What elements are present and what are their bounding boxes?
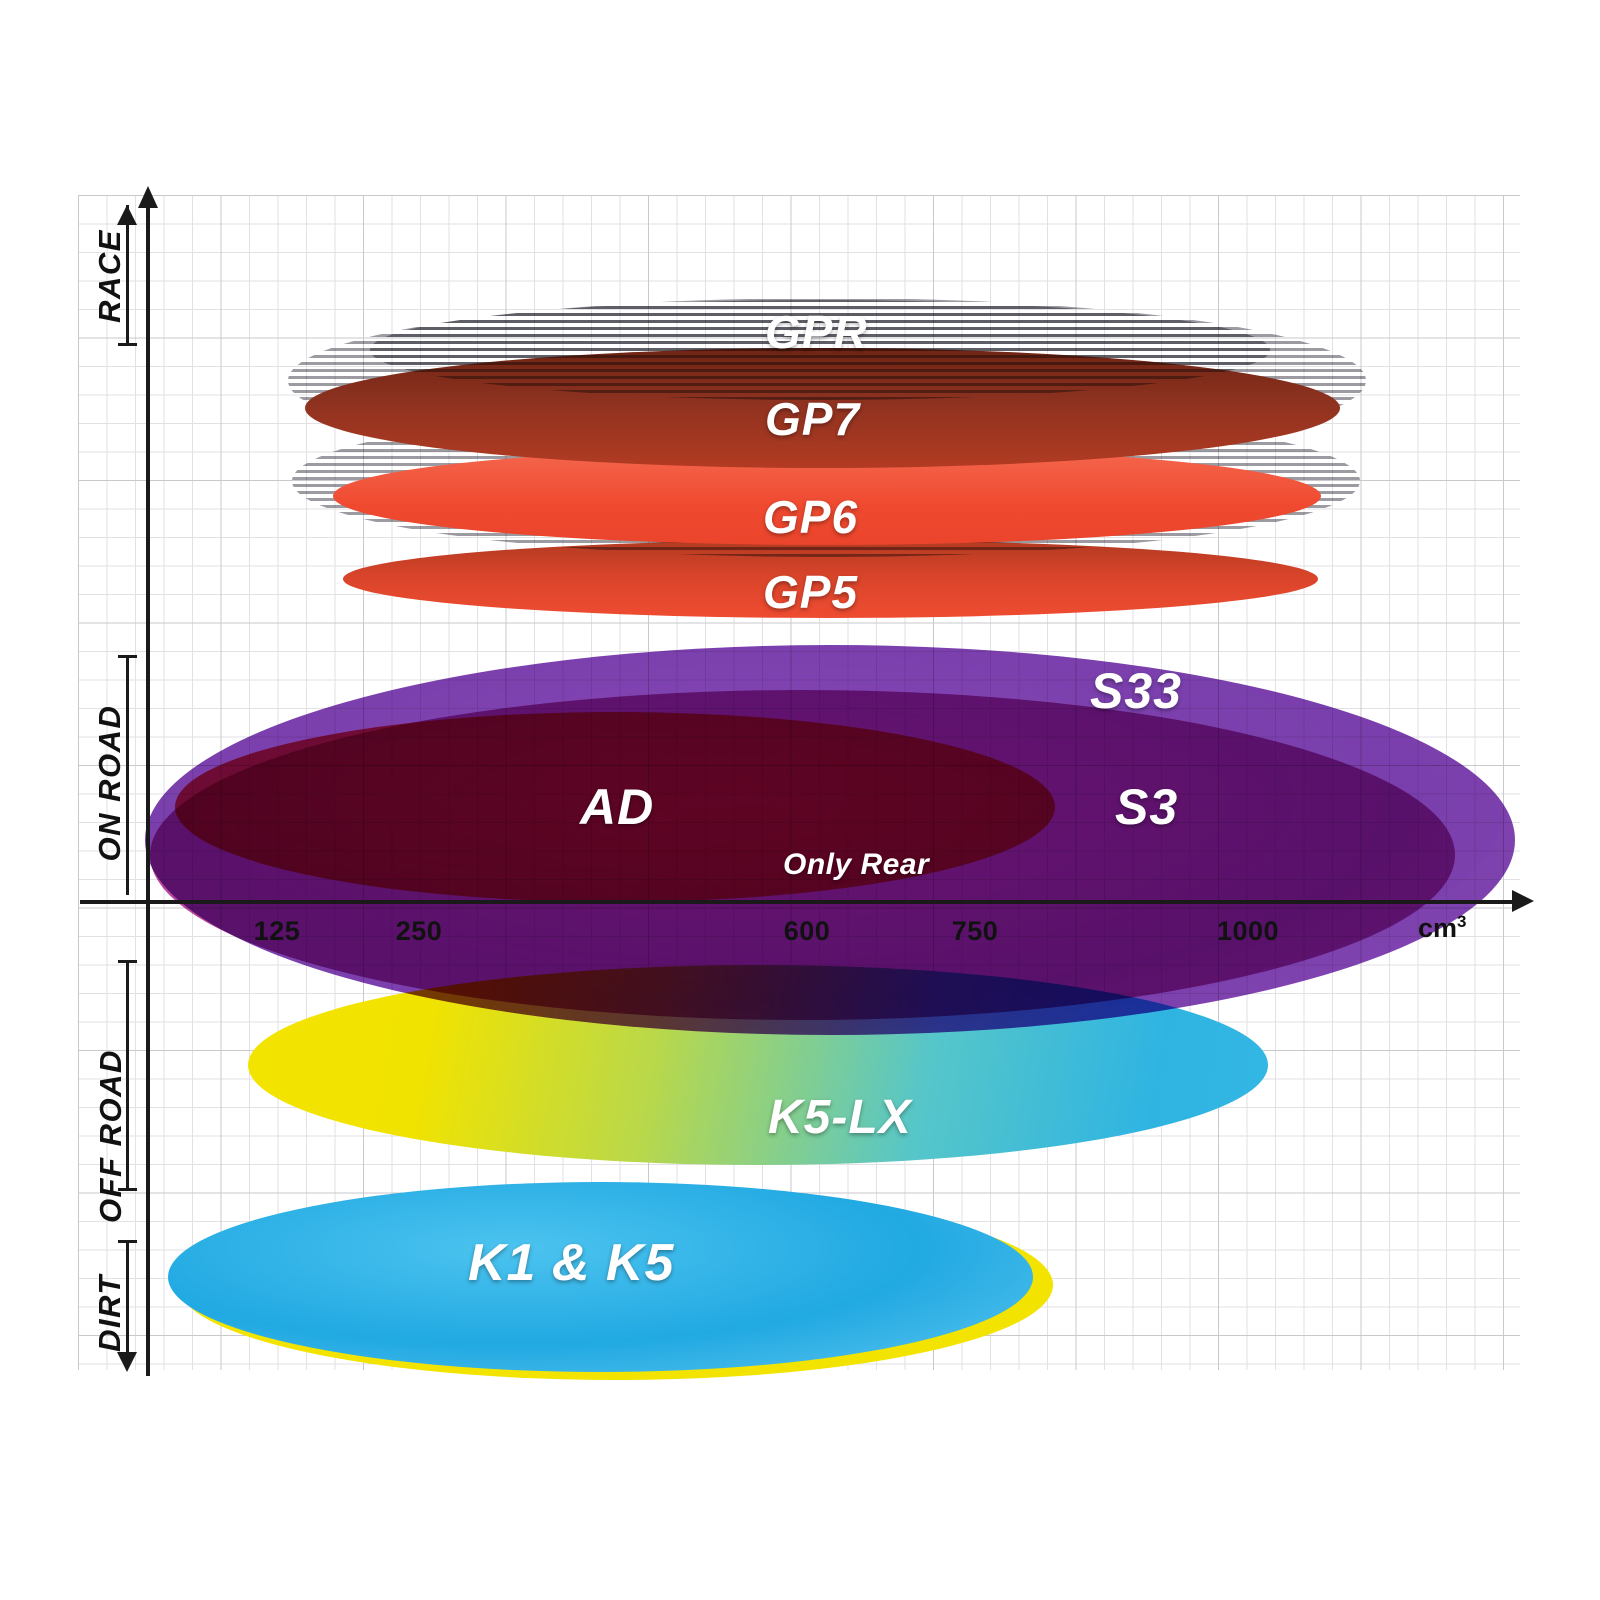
x-tick-125: 125 [253, 916, 301, 946]
label-only-rear: Only Rear [783, 848, 930, 881]
y-axis-arrow-icon [138, 186, 158, 208]
x-tick-750: 750 [951, 916, 999, 946]
axis-category-race: RACE [92, 229, 127, 323]
x-tick-600: 600 [783, 916, 831, 946]
label-gp7: GP7 [765, 393, 861, 445]
ellipse-ad [175, 712, 1055, 902]
category-cap-dirt-top [118, 1240, 137, 1243]
axis-category-offroad: OFF ROAD [93, 1049, 128, 1223]
label-s3: S3 [1115, 779, 1179, 835]
category-rule-onroad [126, 655, 129, 895]
axis-category-onroad: ON ROAD [92, 704, 127, 862]
ellipse-gpr-top [370, 300, 1270, 400]
dirt-arrow-icon [117, 1352, 137, 1372]
category-cap-onroad-top [118, 655, 137, 658]
label-gpr: GPR [765, 306, 868, 358]
category-rule-offroad [126, 960, 129, 1190]
x-axis-line [80, 900, 1520, 904]
label-k1-k5: K1 & K5 [468, 1234, 675, 1292]
x-tick-1000: 1000 [1216, 916, 1280, 946]
label-ad: AD [580, 779, 655, 835]
category-cap-race [118, 343, 137, 346]
x-axis-unit-text: cm [1418, 913, 1458, 943]
category-rule-dirt [126, 1240, 129, 1360]
label-k5-lx: K5-LX [768, 1091, 912, 1144]
axis-category-dirt: DIRT [92, 1274, 127, 1352]
category-cap-offroad-top [118, 960, 137, 963]
x-axis-unit-exponent: 3 [1457, 912, 1467, 931]
label-gp5: GP5 [763, 566, 859, 618]
x-tick-250: 250 [395, 916, 443, 946]
x-axis-arrow-icon [1512, 890, 1534, 912]
category-cap-offroad-bottom [118, 1188, 137, 1191]
ellipse-k1-k5 [168, 1182, 1033, 1372]
race-arrow-icon [117, 205, 137, 225]
x-axis-unit-label: cm3 [1418, 912, 1467, 944]
y-axis-line [146, 196, 150, 1376]
label-gp6: GP6 [763, 491, 859, 543]
category-rule-race [126, 205, 129, 345]
label-s33: S33 [1090, 663, 1182, 719]
